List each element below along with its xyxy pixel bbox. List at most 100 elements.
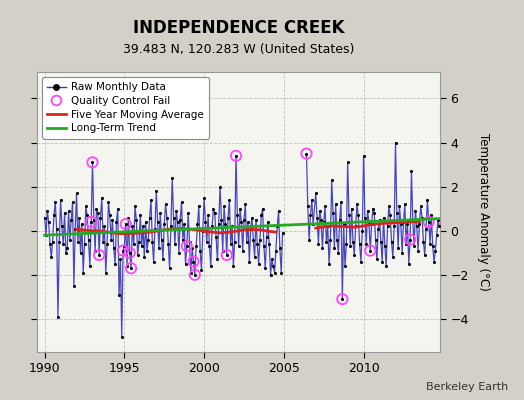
Point: [223, 252, 231, 258]
Point: [238, 247, 247, 254]
Point: [87, 219, 95, 225]
Point: [277, 270, 286, 276]
Point: [312, 190, 320, 196]
Text: 39.483 N, 120.283 W (United States): 39.483 N, 120.283 W (United States): [123, 44, 354, 56]
Point: [143, 247, 151, 254]
Point: [402, 241, 410, 247]
Point: [212, 234, 220, 240]
Point: [151, 225, 159, 232]
Point: [318, 245, 326, 252]
Point: [338, 296, 346, 302]
Point: [111, 261, 119, 267]
Point: [241, 201, 249, 208]
Point: [357, 258, 365, 265]
Point: [96, 214, 105, 221]
Point: [83, 212, 91, 218]
Point: [216, 184, 224, 190]
Point: [46, 241, 54, 247]
Point: [252, 216, 260, 223]
Point: [189, 258, 198, 265]
Point: [146, 214, 154, 221]
Point: [237, 219, 246, 225]
Y-axis label: Temperature Anomaly (°C): Temperature Anomaly (°C): [477, 133, 490, 291]
Point: [256, 236, 264, 243]
Point: [194, 203, 203, 210]
Point: [374, 225, 383, 232]
Point: [71, 225, 80, 232]
Point: [379, 214, 388, 221]
Point: [90, 216, 98, 223]
Point: [244, 219, 252, 225]
Point: [95, 252, 103, 258]
Point: [226, 241, 235, 247]
Point: [47, 254, 56, 260]
Point: [70, 283, 78, 289]
Point: [149, 258, 158, 265]
Point: [122, 221, 130, 227]
Point: [169, 214, 178, 221]
Point: [50, 212, 58, 218]
Point: [303, 203, 312, 210]
Point: [343, 159, 352, 166]
Point: [330, 245, 339, 252]
Point: [183, 243, 191, 249]
Point: [124, 214, 133, 221]
Point: [232, 152, 240, 159]
Point: [317, 216, 325, 223]
Point: [63, 245, 71, 252]
Point: [126, 250, 134, 256]
Point: [434, 216, 442, 223]
Point: [167, 223, 175, 230]
Point: [147, 197, 155, 203]
Point: [183, 243, 191, 249]
Point: [418, 214, 427, 221]
Point: [99, 238, 107, 245]
Point: [205, 243, 214, 249]
Point: [115, 292, 123, 298]
Point: [75, 214, 83, 221]
Point: [243, 238, 251, 245]
Point: [77, 250, 85, 256]
Point: [85, 263, 94, 269]
Point: [411, 208, 420, 214]
Point: [409, 216, 417, 223]
Point: [328, 177, 336, 183]
Point: [386, 212, 395, 218]
Point: [79, 270, 88, 276]
Point: [52, 225, 61, 232]
Point: [367, 221, 376, 227]
Point: [306, 212, 314, 218]
Point: [129, 241, 138, 247]
Point: [84, 236, 93, 243]
Point: [176, 216, 184, 223]
Point: [179, 236, 187, 243]
Point: [112, 219, 121, 225]
Point: [80, 241, 89, 247]
Point: [100, 223, 108, 230]
Point: [135, 238, 143, 245]
Point: [235, 243, 243, 249]
Point: [322, 238, 331, 245]
Point: [211, 210, 219, 216]
Point: [174, 250, 183, 256]
Point: [189, 258, 198, 265]
Point: [188, 245, 196, 252]
Point: [220, 203, 228, 210]
Point: [266, 272, 275, 278]
Point: [51, 199, 60, 205]
Point: [432, 232, 441, 238]
Point: [191, 272, 199, 278]
Point: [405, 261, 413, 267]
Point: [302, 150, 311, 157]
Point: [350, 252, 358, 258]
Point: [114, 206, 122, 212]
Point: [430, 258, 438, 265]
Point: [394, 245, 402, 252]
Point: [399, 219, 408, 225]
Point: [427, 212, 435, 218]
Point: [421, 252, 429, 258]
Point: [261, 265, 269, 272]
Point: [62, 250, 70, 256]
Point: [337, 199, 345, 205]
Point: [314, 241, 323, 247]
